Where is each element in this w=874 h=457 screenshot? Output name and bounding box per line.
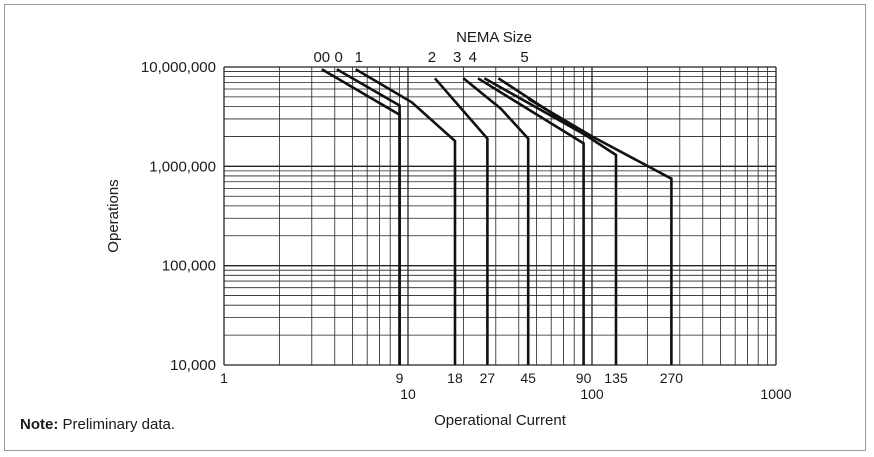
y-tick-label: 100,000 bbox=[162, 258, 216, 275]
x-tick-label: 90 bbox=[576, 370, 592, 386]
note-text: Preliminary data. bbox=[58, 416, 176, 433]
y-tick-label: 10,000,000 bbox=[141, 59, 216, 76]
y-tick-label: 1,000,000 bbox=[149, 158, 216, 175]
series-line-4 bbox=[477, 77, 585, 365]
nema-size-label: 3 bbox=[453, 49, 461, 66]
x-tick-label: 27 bbox=[480, 370, 496, 386]
nema-size-label: 00 bbox=[313, 49, 330, 66]
nema-size-label: 2 bbox=[428, 49, 436, 66]
series-line-0 bbox=[336, 68, 401, 365]
chart-title: NEMA Size bbox=[456, 29, 532, 46]
series-line-5 bbox=[527, 97, 673, 365]
nema-size-label: 1 bbox=[355, 49, 363, 66]
x-tick-label: 1 bbox=[220, 370, 228, 386]
x-tick-label: 1000 bbox=[760, 386, 791, 402]
nema-size-labels: 00 0 1 2 3 4 5 bbox=[313, 49, 528, 66]
footnote: Note: Preliminary data. bbox=[20, 416, 175, 433]
x-tick-label: 270 bbox=[660, 370, 684, 386]
x-tick-label: 18 bbox=[447, 370, 463, 386]
series-lines bbox=[321, 68, 673, 365]
x-tick-label: 9 bbox=[396, 370, 404, 386]
series-line-3 bbox=[462, 77, 530, 365]
y-tick-label: 10,000 bbox=[170, 357, 216, 374]
x-tick-label: 100 bbox=[580, 386, 604, 402]
x-tick-label: 45 bbox=[520, 370, 536, 386]
series-line-2 bbox=[433, 77, 489, 365]
nema-size-label: 4 bbox=[469, 49, 477, 66]
series-line-00 bbox=[321, 68, 401, 365]
note-label: Note: bbox=[20, 416, 59, 433]
y-axis-label: Operations bbox=[105, 179, 122, 252]
grid bbox=[223, 66, 777, 366]
x-axis-label: Operational Current bbox=[434, 412, 567, 429]
nema-size-label: 0 bbox=[335, 49, 343, 66]
y-tick-labels: 10,000 100,000 1,000,000 10,000,000 bbox=[141, 59, 216, 374]
series-line-1 bbox=[355, 68, 457, 365]
series-line-extra-7 bbox=[497, 77, 618, 365]
x-tick-label: 135 bbox=[604, 370, 628, 386]
x-tick-label: 10 bbox=[400, 386, 416, 402]
nema-size-label: 5 bbox=[520, 49, 528, 66]
